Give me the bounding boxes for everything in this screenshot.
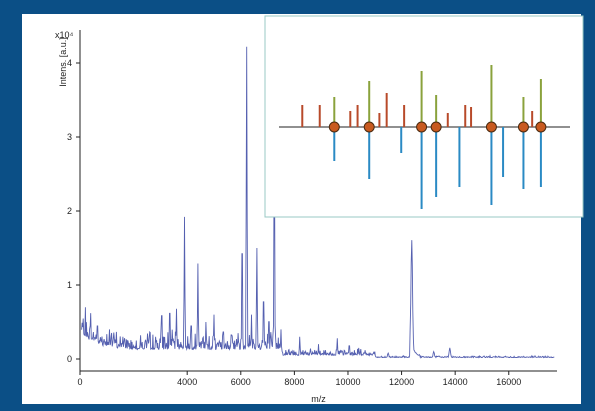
match-marker — [485, 121, 497, 133]
y-multiplier-label: x10⁴ — [55, 30, 74, 40]
inset-mirror-plot — [264, 15, 584, 218]
inset-border — [264, 15, 584, 218]
y-tick-label: 1 — [67, 280, 72, 290]
x-tick-label: 8000 — [284, 377, 304, 387]
x-tick-label: 6000 — [231, 377, 251, 387]
spectrum-chart: 0 1 2 3 4 0 4000 6000 8000 10000 12000 14000 16000 m… — [55, 30, 557, 404]
x-tick-label: 0 — [77, 377, 82, 387]
y-tick-label: 0 — [67, 354, 72, 364]
x-tick-label: 12000 — [389, 377, 414, 387]
x-tick-label: 4000 — [177, 377, 197, 387]
spectrum-line — [81, 46, 555, 359]
match-marker — [328, 121, 340, 133]
x-tick-label: 16000 — [496, 377, 521, 387]
x-tick-label: 14000 — [443, 377, 468, 387]
match-marker — [416, 121, 428, 133]
x-axis-title: m/z — [311, 394, 326, 404]
y-tick-label: 4 — [67, 58, 72, 68]
match-marker — [517, 121, 529, 133]
y-axis-title: Intens. [a.u.] — [58, 37, 68, 87]
spectrum-axes: 0 1 2 3 4 0 4000 6000 8000 10000 12000 14000 16000 — [67, 30, 557, 387]
y-tick-label: 2 — [67, 206, 72, 216]
match-marker — [535, 121, 547, 133]
y-tick-label: 3 — [67, 132, 72, 142]
match-marker — [363, 121, 375, 133]
match-marker — [430, 121, 442, 133]
x-tick-label: 10000 — [335, 377, 360, 387]
inset-marks — [279, 65, 570, 209]
